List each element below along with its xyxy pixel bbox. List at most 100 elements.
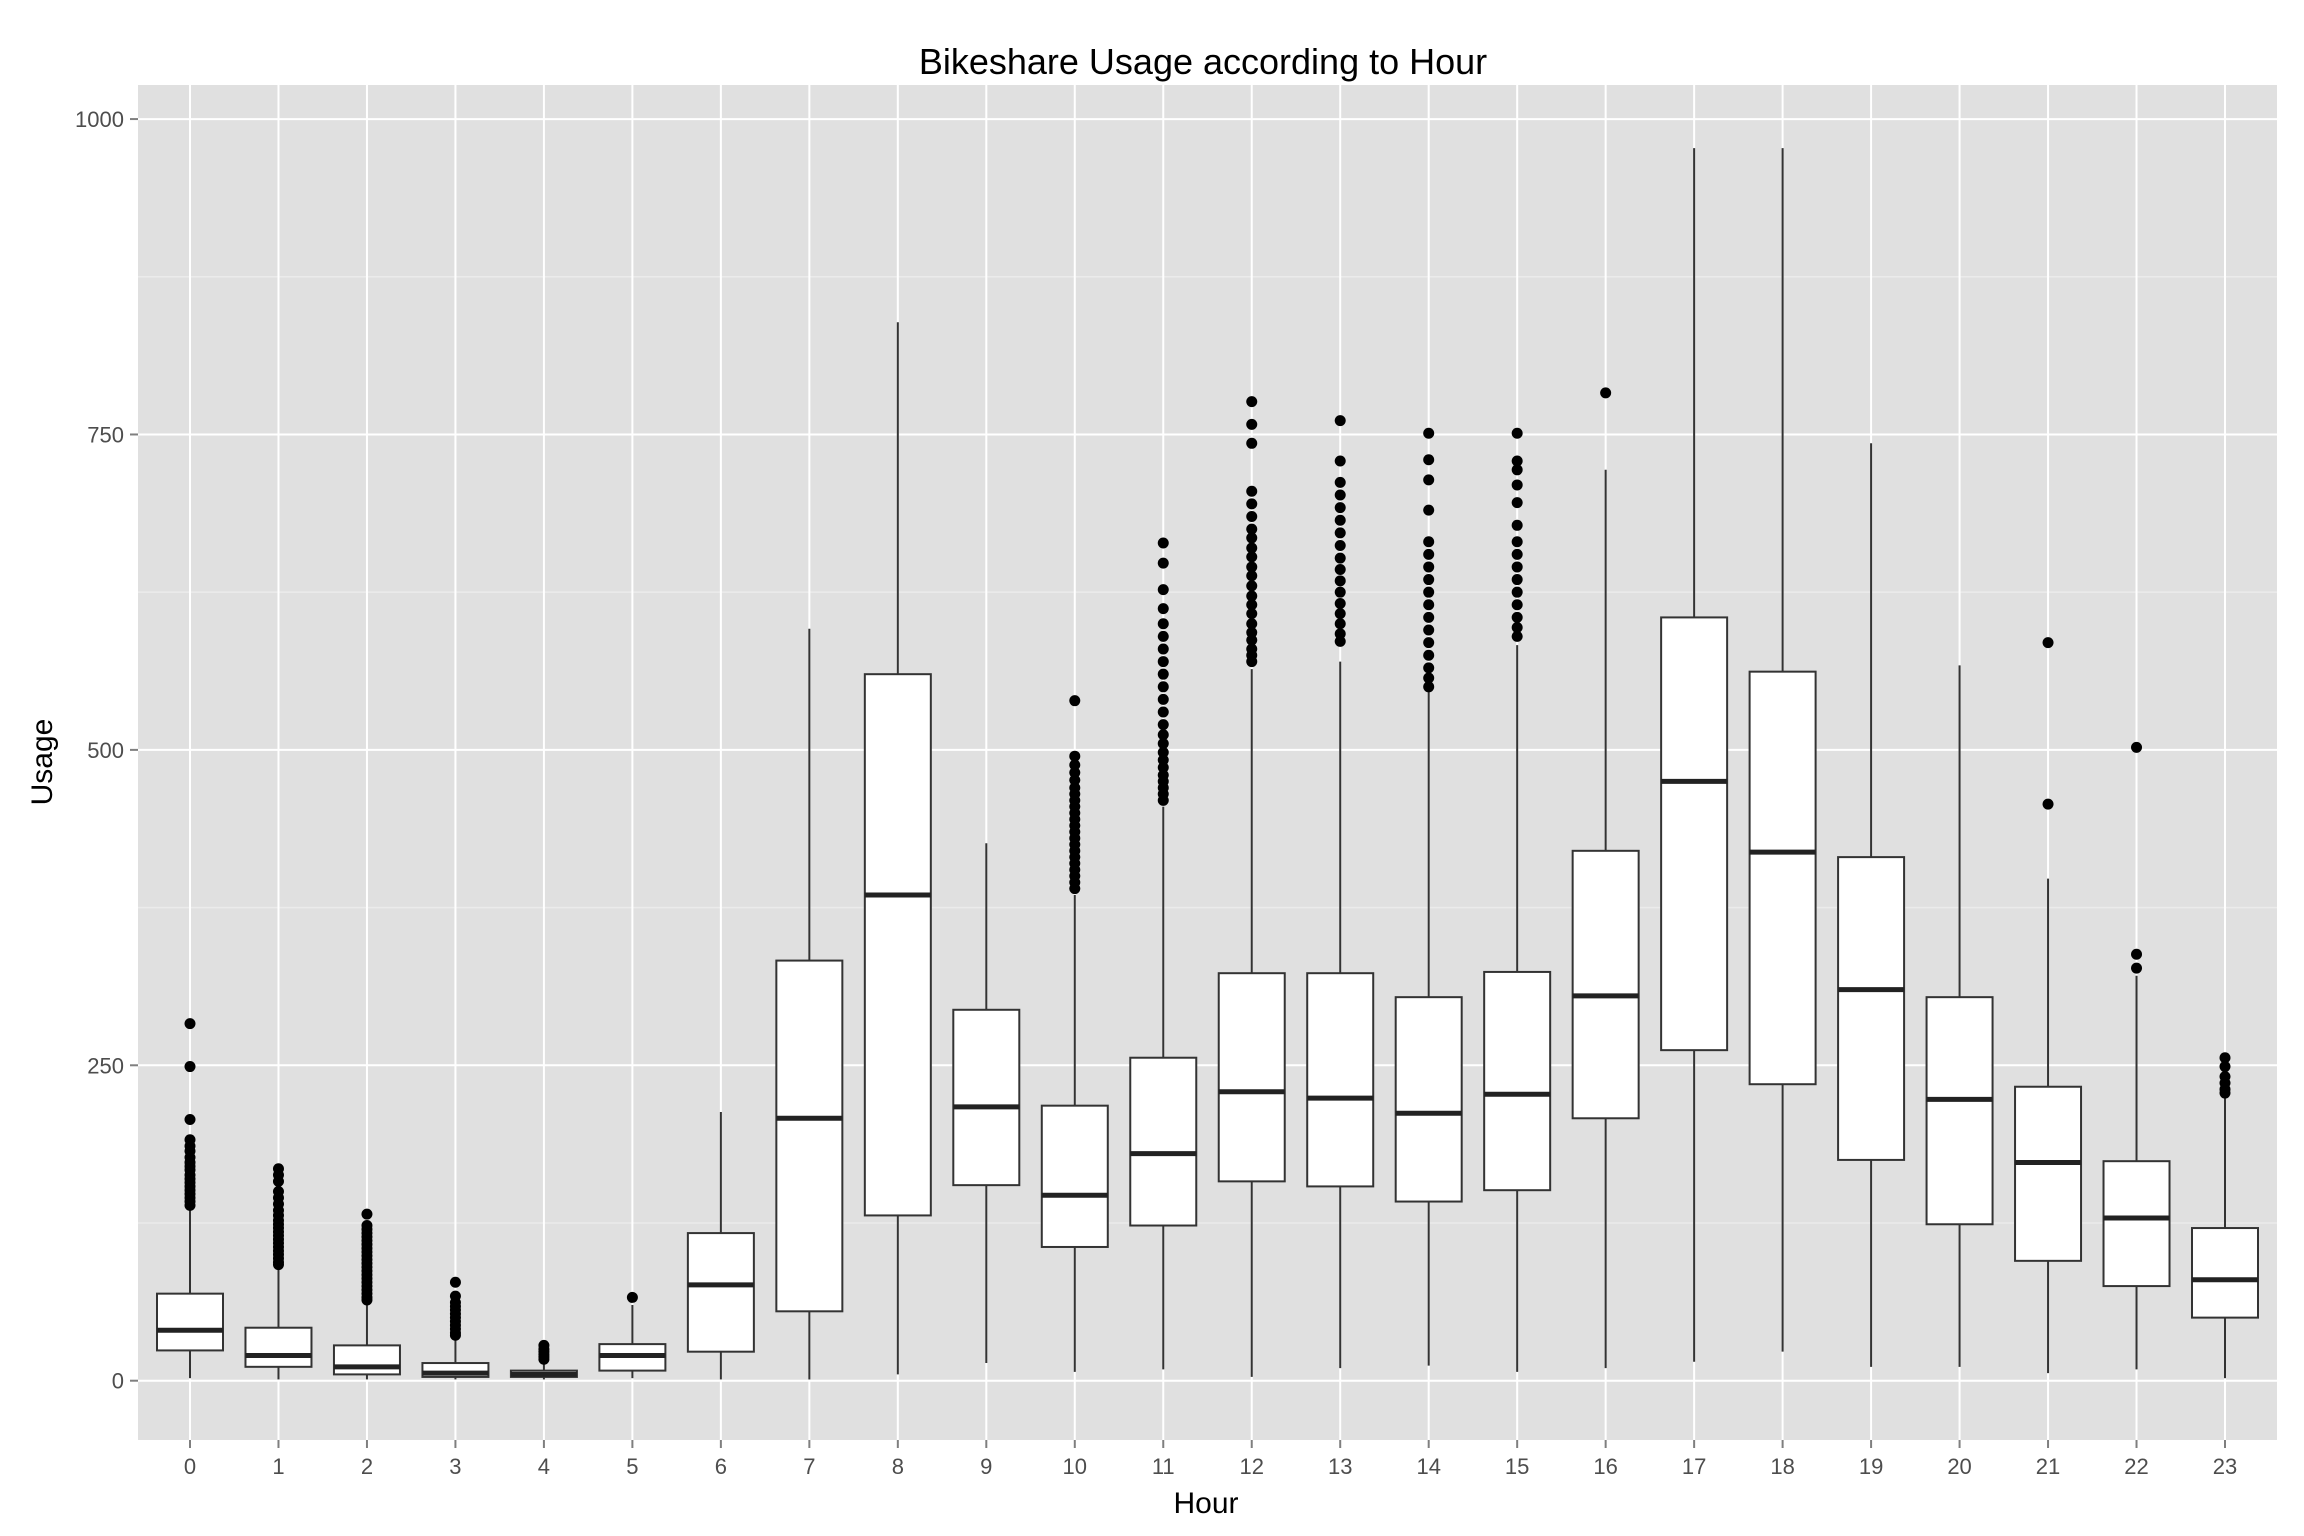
x-tick-label: 13 — [1328, 1454, 1352, 1479]
box-iqr — [1483, 970, 1552, 1192]
x-tick-label: 22 — [2124, 1454, 2148, 1479]
outlier-point — [626, 1291, 638, 1303]
outlier-point — [1246, 634, 1258, 646]
outlier-point — [1511, 455, 1523, 467]
outlier-point — [1423, 599, 1435, 611]
x-tick-label: 0 — [184, 1454, 196, 1479]
outlier-point — [1246, 396, 1258, 408]
x-tick-label: 6 — [715, 1454, 727, 1479]
box-iqr — [1217, 972, 1286, 1183]
outlier-point — [1246, 485, 1258, 497]
outlier-point — [1334, 552, 1346, 564]
box-iqr — [863, 673, 932, 1217]
outlier-point — [449, 1276, 461, 1288]
y-axis-ticks: 0 250 500 750 1000 — [75, 107, 138, 1394]
outlier-point — [1157, 668, 1169, 680]
box-hour-16 — [1571, 387, 1640, 1369]
outlier-point — [1246, 437, 1258, 449]
outlier-point — [1334, 489, 1346, 501]
outlier-point — [1334, 575, 1346, 587]
box-hour-21 — [2014, 637, 2083, 1374]
box-iqr — [775, 959, 844, 1313]
outlier-point — [1157, 746, 1169, 758]
outlier-point — [1246, 570, 1258, 582]
outlier-point — [1334, 608, 1346, 620]
outlier-point — [1246, 561, 1258, 573]
outlier-point — [184, 1061, 196, 1073]
box-hour-2 — [332, 1208, 401, 1380]
outlier-point — [1334, 415, 1346, 427]
outlier-point — [1157, 738, 1169, 750]
outlier-point — [1246, 580, 1258, 592]
outlier-point — [2219, 1087, 2231, 1099]
outlier-point — [1334, 586, 1346, 598]
outlier-point — [184, 1199, 196, 1211]
outlier-point — [1511, 427, 1523, 439]
outlier-point — [2131, 962, 2143, 974]
outlier-point — [1246, 627, 1258, 639]
outlier-point — [1069, 695, 1081, 707]
outlier-point — [1511, 586, 1523, 598]
y-tick-label: 1000 — [75, 107, 124, 132]
outlier-point — [1423, 504, 1435, 516]
x-tick-label: 9 — [980, 1454, 992, 1479]
outlier-point — [449, 1329, 461, 1341]
box-iqr — [952, 1008, 1021, 1187]
box-hour-8 — [863, 322, 932, 1375]
y-tick-label: 0 — [112, 1369, 124, 1394]
outlier-point — [2131, 741, 2143, 753]
outlier-point — [1423, 454, 1435, 466]
outlier-point — [1157, 584, 1169, 596]
outlier-point — [1423, 548, 1435, 560]
box-hour-18 — [1748, 148, 1817, 1352]
outlier-point — [1246, 608, 1258, 620]
box-iqr — [1306, 972, 1375, 1188]
box-iqr — [2014, 1085, 2083, 1262]
x-tick-label: 18 — [1770, 1454, 1794, 1479]
outlier-point — [1157, 729, 1169, 741]
outlier-point — [538, 1353, 550, 1365]
outlier-point — [2219, 1052, 2231, 1064]
outlier-point — [1511, 561, 1523, 573]
outlier-point — [1157, 656, 1169, 668]
y-tick-label: 250 — [87, 1053, 124, 1078]
box-hour-11 — [1129, 537, 1198, 1370]
outlier-point — [184, 1114, 196, 1126]
x-tick-label: 20 — [1947, 1454, 1971, 1479]
outlier-point — [1334, 455, 1346, 467]
outlier-point — [1069, 883, 1081, 895]
outlier-point — [2042, 798, 2054, 810]
outlier-point — [1246, 551, 1258, 563]
outlier-point — [1157, 557, 1169, 569]
x-tick-label: 5 — [626, 1454, 638, 1479]
x-tick-label: 11 — [1152, 1454, 1175, 1479]
box-hour-22 — [2102, 741, 2171, 1370]
box-iqr — [244, 1326, 313, 1368]
chart-title: Bikeshare Usage according to Hour — [919, 41, 1487, 82]
y-tick-label: 750 — [87, 422, 124, 447]
box-hour-7 — [775, 628, 844, 1380]
box-iqr — [1660, 616, 1729, 1052]
box-hour-12 — [1217, 396, 1286, 1377]
outlier-point — [1334, 527, 1346, 539]
outlier-point — [1157, 618, 1169, 630]
y-axis-title: Usage — [26, 719, 59, 806]
outlier-point — [2131, 948, 2143, 960]
x-tick-label: 12 — [1239, 1454, 1263, 1479]
box-hour-10 — [1040, 695, 1109, 1372]
outlier-point — [1511, 519, 1523, 531]
outlier-point — [1246, 418, 1258, 430]
box-series — [156, 148, 2259, 1380]
x-tick-label: 7 — [803, 1454, 815, 1479]
outlier-point — [1511, 622, 1523, 634]
x-axis-title: Hour — [1173, 1487, 1238, 1520]
outlier-point — [1246, 532, 1258, 544]
outlier-point — [1511, 497, 1523, 509]
x-tick-label: 23 — [2213, 1454, 2237, 1479]
outlier-point — [1423, 662, 1435, 674]
outlier-point — [1511, 548, 1523, 560]
outlier-point — [2219, 1061, 2231, 1073]
box-hour-23 — [2191, 1052, 2259, 1379]
x-tick-label: 10 — [1063, 1454, 1087, 1479]
outlier-point — [1246, 498, 1258, 510]
